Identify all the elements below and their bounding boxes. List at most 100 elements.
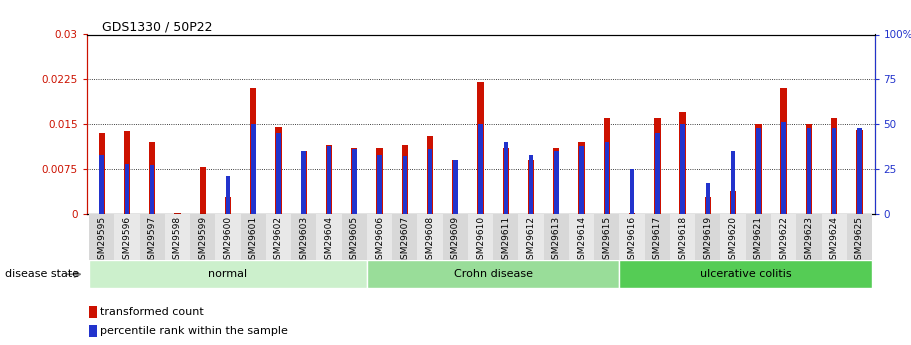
Bar [831,118,837,214]
Bar [579,146,584,214]
Bar [782,122,786,214]
Bar [695,214,721,260]
Text: transformed count: transformed count [100,307,204,317]
Text: GSM29596: GSM29596 [122,216,131,265]
Text: GSM29602: GSM29602 [274,216,283,265]
Text: GDS1330 / 50P22: GDS1330 / 50P22 [102,20,213,33]
Bar [190,214,215,260]
Bar [655,133,660,214]
Bar [174,213,180,214]
Bar [856,130,863,214]
Bar [292,214,316,260]
Bar [402,145,408,214]
Bar [251,124,255,214]
Bar [301,151,307,214]
Bar [805,124,812,214]
Bar [453,160,457,214]
Bar [225,197,231,214]
Bar [275,127,281,214]
Bar [528,155,533,214]
Text: GSM29609: GSM29609 [451,216,460,265]
Text: GSM29610: GSM29610 [476,216,485,265]
Bar [503,148,509,214]
Bar [403,157,407,214]
Bar [114,214,139,260]
Bar [781,88,787,214]
Bar [518,214,544,260]
Bar [670,214,695,260]
Text: GSM29597: GSM29597 [148,216,157,265]
Bar [215,214,241,260]
Text: Crohn disease: Crohn disease [454,269,533,279]
Bar [544,214,569,260]
Text: GSM29595: GSM29595 [97,216,107,265]
Text: GSM29617: GSM29617 [653,216,662,265]
Bar [504,142,508,214]
Bar [721,214,746,260]
Text: GSM29607: GSM29607 [400,216,409,265]
Text: disease state: disease state [5,269,78,279]
Bar [771,214,796,260]
Text: GSM29606: GSM29606 [375,216,384,265]
Text: GSM29599: GSM29599 [199,216,207,265]
Text: GSM29625: GSM29625 [855,216,864,265]
Bar [832,128,836,214]
Text: GSM29620: GSM29620 [729,216,738,265]
Bar [680,112,686,214]
Bar [326,145,333,214]
Text: GSM29618: GSM29618 [678,216,687,265]
Bar [468,214,493,260]
Bar [367,214,392,260]
Text: GSM29605: GSM29605 [350,216,359,265]
Bar [822,214,847,260]
Bar [755,124,762,214]
Bar [604,118,610,214]
Text: GSM29614: GSM29614 [577,216,586,265]
Bar [316,214,342,260]
Bar [125,164,129,214]
Bar [629,213,635,214]
Bar [654,118,660,214]
Bar [705,197,711,214]
Bar [796,214,822,260]
Bar [377,155,382,214]
Bar [756,128,761,214]
Bar [139,214,165,260]
Bar [376,148,383,214]
Bar [605,142,609,214]
Bar [594,214,619,260]
Text: GSM29603: GSM29603 [299,216,308,265]
Bar [367,260,619,288]
Text: GSM29600: GSM29600 [223,216,232,265]
Bar [89,260,367,288]
Bar [578,142,585,214]
Text: GSM29612: GSM29612 [527,216,536,265]
Bar [477,82,484,214]
Text: GSM29601: GSM29601 [249,216,258,265]
Bar [731,151,735,214]
Text: GSM29619: GSM29619 [703,216,712,265]
Text: GSM29623: GSM29623 [804,216,814,265]
Bar [428,149,433,214]
Bar [251,88,256,214]
Bar [150,166,155,214]
Text: GSM29622: GSM29622 [779,216,788,265]
Bar [276,133,281,214]
Bar [200,167,206,214]
Bar [630,169,634,214]
Bar [681,124,685,214]
Bar [417,214,443,260]
Bar [327,146,332,214]
Bar [645,214,670,260]
Text: GSM29604: GSM29604 [324,216,333,265]
Bar [89,214,114,260]
Bar [527,160,534,214]
Text: GSM29613: GSM29613 [552,216,561,265]
Bar [746,214,771,260]
Bar [89,306,97,317]
Bar [493,214,518,260]
Bar [352,149,356,214]
Bar [342,214,367,260]
Text: GSM29611: GSM29611 [501,216,510,265]
Bar [478,124,483,214]
